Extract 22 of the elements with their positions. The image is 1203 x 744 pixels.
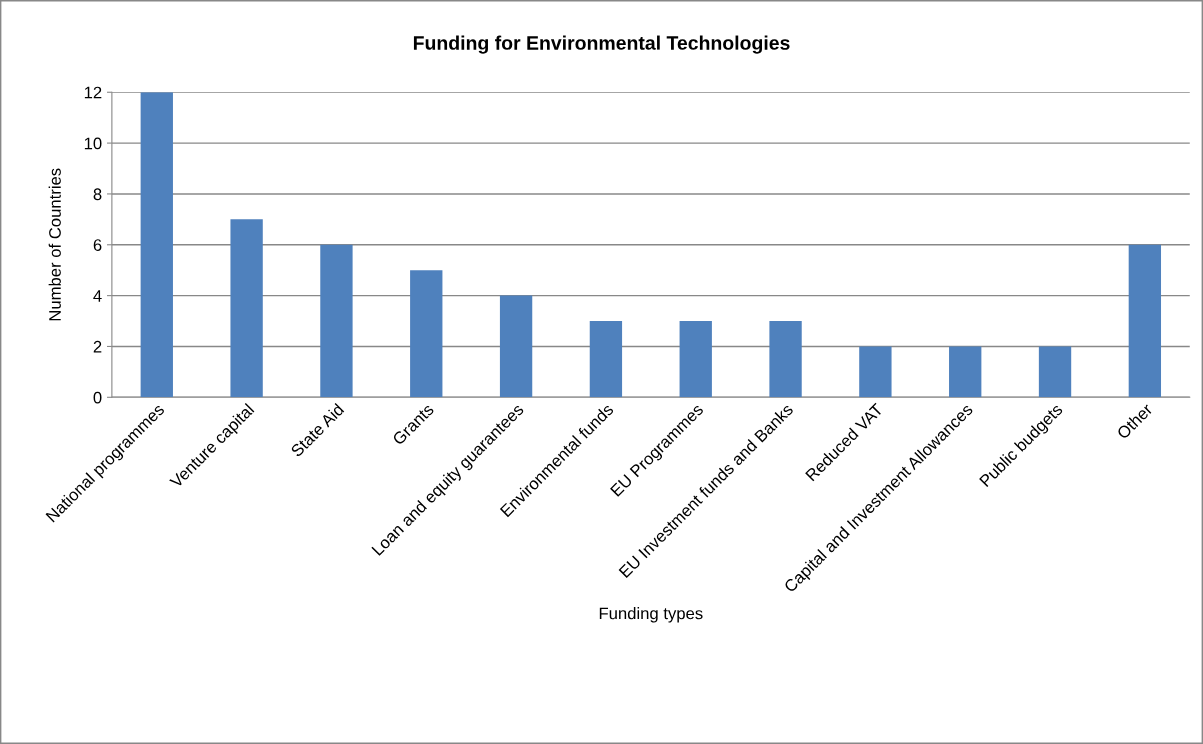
x-axis-title: Funding types [599, 607, 703, 623]
bar [410, 270, 443, 398]
chart-title: Funding for Environmental Technologies [413, 35, 790, 54]
bar [679, 321, 712, 398]
y-tick-label: 10 [84, 137, 102, 150]
bar [589, 321, 623, 398]
y-axis-title: Number of Countries [48, 168, 61, 321]
y-tick-label: 0 [93, 391, 102, 404]
bar [230, 219, 263, 398]
bar [499, 295, 533, 398]
bar [140, 92, 173, 398]
bar [1038, 346, 1072, 398]
bar [769, 321, 802, 398]
bar [859, 346, 892, 398]
bar [949, 346, 982, 398]
y-tick-label: 6 [93, 239, 102, 251]
y-tick-label: 8 [93, 188, 102, 201]
bar [320, 244, 353, 398]
y-tick-label: 2 [93, 340, 102, 353]
bar [1128, 244, 1162, 398]
y-tick-label: 12 [84, 86, 102, 99]
y-tick-label: 4 [93, 290, 102, 302]
